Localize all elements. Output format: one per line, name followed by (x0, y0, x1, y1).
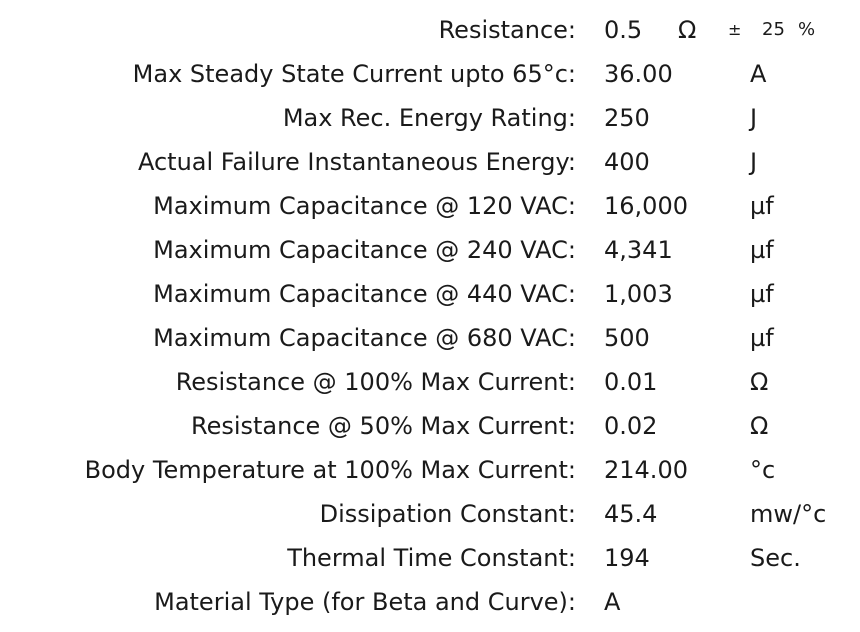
spec-row-max-steady-current: Max Steady State Current upto 65°c: 36.0… (0, 52, 860, 96)
spec-label: Actual Failure Instantaneous Energy: (137, 148, 576, 176)
spec-value: 0.02 (604, 412, 658, 440)
spec-unit: µf (750, 192, 774, 220)
spec-unit: µf (750, 324, 774, 352)
spec-label: Resistance @ 100% Max Current: (175, 368, 576, 396)
spec-value: 250 (604, 104, 650, 132)
spec-label: Material Type (for Beta and Curve): (154, 588, 576, 616)
spec-value: 16,000 (604, 192, 688, 220)
spec-value: A (604, 588, 621, 616)
spec-row-dissipation-constant: Dissipation Constant: 45.4 mw/°c (0, 492, 860, 536)
spec-unit: mw/°c (750, 500, 827, 528)
plus-minus-symbol: ± (728, 20, 742, 39)
tolerance-value: 25 (762, 19, 785, 40)
spec-row-material-type: Material Type (for Beta and Curve): A (0, 580, 860, 624)
spec-label: Resistance: (438, 16, 576, 44)
spec-row-capacitance-440: Maximum Capacitance @ 440 VAC: 1,003 µf (0, 272, 860, 316)
spec-row-failure-energy: Actual Failure Instantaneous Energy: 400… (0, 140, 860, 184)
spec-row-resistance-100: Resistance @ 100% Max Current: 0.01 Ω (0, 360, 860, 404)
spec-label: Max Steady State Current upto 65°c: (132, 60, 576, 88)
spec-label: Maximum Capacitance @ 240 VAC: (153, 236, 576, 264)
spec-unit: °c (750, 456, 776, 484)
spec-unit: µf (750, 236, 774, 264)
spec-unit: J (750, 148, 758, 176)
spec-value: 0.01 (604, 368, 658, 396)
spec-label: Dissipation Constant: (319, 500, 576, 528)
spec-value: 400 (604, 148, 650, 176)
spec-unit: Ω (750, 368, 769, 396)
spec-row-resistance-50: Resistance @ 50% Max Current: 0.02 Ω (0, 404, 860, 448)
spec-value: 1,003 (604, 280, 673, 308)
spec-value: 214.00 (604, 456, 688, 484)
spec-label: Maximum Capacitance @ 440 VAC: (153, 280, 576, 308)
spec-unit: µf (750, 280, 774, 308)
spec-label: Max Rec. Energy Rating: (282, 104, 576, 132)
spec-row-capacitance-680: Maximum Capacitance @ 680 VAC: 500 µf (0, 316, 860, 360)
spec-label: Maximum Capacitance @ 120 VAC: (153, 192, 576, 220)
spec-value: 4,341 (604, 236, 673, 264)
spec-unit: A (750, 60, 767, 88)
spec-unit: Ω (678, 16, 697, 44)
spec-value: 194 (604, 544, 650, 572)
spec-value: 0.5 (604, 16, 643, 44)
tolerance-unit: % (798, 19, 816, 40)
spec-table: Resistance: 0.5 Ω ± 25 % Max Steady Stat… (0, 8, 860, 624)
spec-row-body-temperature: Body Temperature at 100% Max Current: 21… (0, 448, 860, 492)
spec-label: Maximum Capacitance @ 680 VAC: (153, 324, 576, 352)
spec-row-max-rec-energy: Max Rec. Energy Rating: 250 J (0, 96, 860, 140)
spec-value: 45.4 (604, 500, 658, 528)
spec-value: 36.00 (604, 60, 673, 88)
spec-unit: Sec. (750, 544, 801, 572)
spec-label: Thermal Time Constant: (287, 544, 576, 572)
spec-label: Body Temperature at 100% Max Current: (84, 456, 576, 484)
spec-label: Resistance @ 50% Max Current: (190, 412, 576, 440)
spec-unit: Ω (750, 412, 769, 440)
spec-row-thermal-time-constant: Thermal Time Constant: 194 Sec. (0, 536, 860, 580)
spec-row-resistance: Resistance: 0.5 Ω ± 25 % (0, 8, 860, 52)
spec-unit: J (750, 104, 758, 132)
spec-row-capacitance-120: Maximum Capacitance @ 120 VAC: 16,000 µf (0, 184, 860, 228)
spec-value: 500 (604, 324, 650, 352)
spec-row-capacitance-240: Maximum Capacitance @ 240 VAC: 4,341 µf (0, 228, 860, 272)
